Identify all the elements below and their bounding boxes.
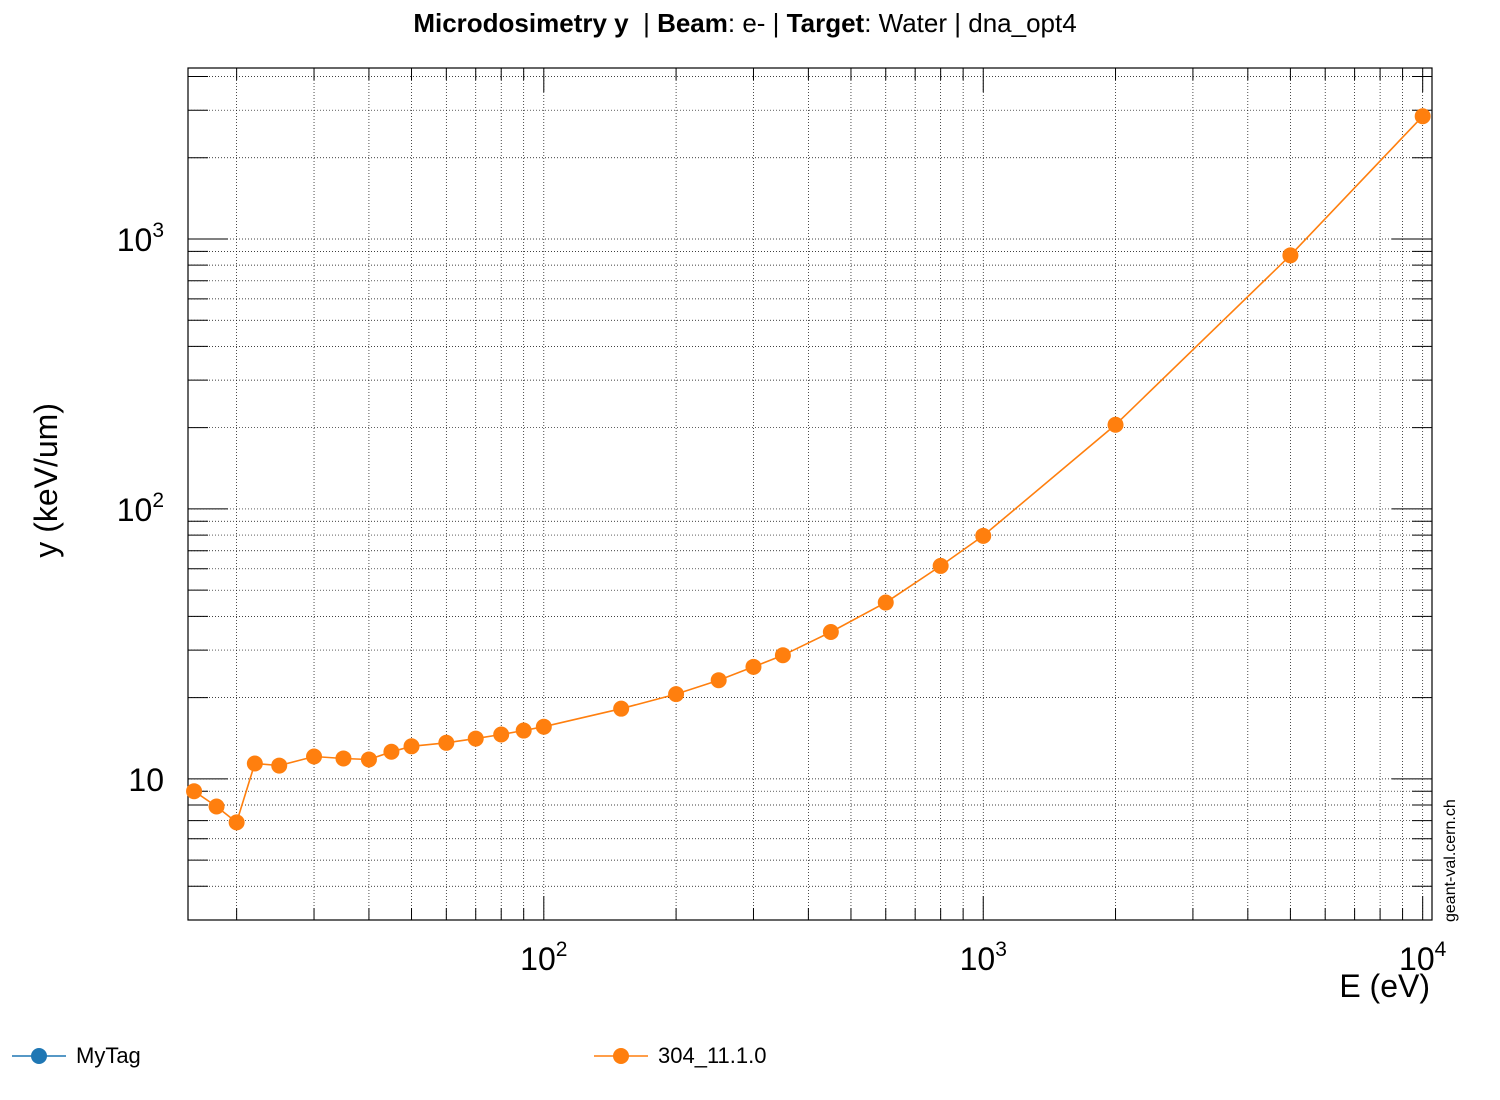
- data-point: [186, 783, 203, 800]
- title-target-value: : Water | dna_opt4: [864, 8, 1077, 38]
- legend-item-mytag: MyTag: [12, 1038, 141, 1074]
- data-point: [208, 798, 225, 815]
- data-point: [306, 748, 323, 765]
- data-point: [613, 700, 630, 717]
- title-target-key: Target: [786, 8, 865, 38]
- title-quantity: Microdosimetry y: [413, 8, 629, 38]
- data-point: [877, 594, 894, 611]
- data-point: [493, 726, 510, 743]
- data-point: [710, 672, 727, 689]
- data-point: [1282, 247, 1299, 264]
- series-layer: [186, 108, 1431, 831]
- title-beam-key: Beam: [657, 8, 728, 38]
- data-point: [774, 647, 791, 664]
- data-point: [228, 814, 245, 831]
- data-point: [1107, 416, 1124, 433]
- tick-labels: 102 103 104 10 102 103: [117, 219, 1447, 977]
- x-axis-label: E (eV): [1339, 968, 1430, 1004]
- data-point: [1414, 108, 1431, 125]
- plot-frame: [187, 67, 1433, 921]
- y-tick-label: 102: [117, 489, 164, 528]
- legend-marker-mytag: [12, 1048, 66, 1064]
- data-point: [383, 743, 400, 760]
- data-point: [932, 557, 949, 574]
- watermark: geant-val.cern.ch: [1442, 799, 1459, 922]
- chart-area: 102 103 104 10 102 103 E (eV) y (keV/um) gean…: [28, 67, 1459, 1004]
- legend-label-mytag: MyTag: [76, 1043, 141, 1068]
- legend-label-304: 304_11.1.0: [658, 1043, 767, 1068]
- data-point: [535, 718, 552, 735]
- legend-marker-304: [594, 1048, 648, 1064]
- data-point: [360, 751, 377, 768]
- data-point: [335, 750, 352, 767]
- x-tick-label: 102: [520, 938, 567, 977]
- x-tick-label: 104: [1399, 938, 1447, 977]
- data-point: [668, 686, 685, 703]
- data-point: [515, 722, 532, 739]
- chart-title: Microdosimetry y | Beam: e- | Target: Wa…: [413, 8, 1077, 38]
- data-point: [246, 755, 263, 772]
- title-beam-value: : e- |: [727, 8, 787, 38]
- data-point: [822, 623, 839, 640]
- data-point: [745, 658, 762, 675]
- axis-ticks: [188, 68, 1432, 921]
- data-point: [467, 730, 484, 747]
- grid-lines: [188, 68, 1432, 921]
- data-point: [438, 734, 455, 751]
- data-point: [271, 757, 288, 774]
- data-point: [975, 527, 992, 544]
- y-tick-label: 10: [128, 762, 164, 798]
- legend-item-304: 304_11.1.0: [594, 1038, 766, 1074]
- y-axis-label: y (keV/um): [28, 403, 64, 558]
- y-tick-label: 103: [117, 219, 164, 258]
- x-tick-label: 103: [960, 938, 1007, 977]
- data-point: [403, 738, 420, 755]
